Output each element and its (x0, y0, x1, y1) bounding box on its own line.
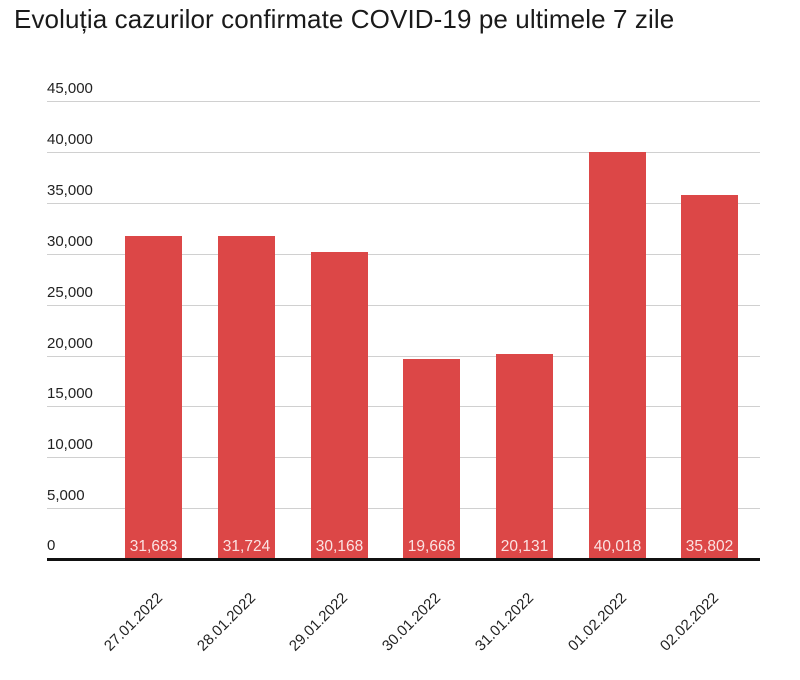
bar-value-label: 31,683 (129, 538, 178, 555)
y-tick-label: 45,000 (47, 80, 93, 97)
gridline-30000 (47, 254, 760, 255)
x-tick-label: 27.01.2022 (100, 589, 167, 655)
bar-value-label: 19,668 (407, 538, 456, 555)
y-tick-label: 10,000 (47, 436, 93, 453)
y-tick-label: 30,000 (47, 233, 93, 250)
bar-31-01-2022 (496, 354, 553, 559)
bar-27-01-2022 (125, 236, 182, 559)
y-tick-label: 40,000 (47, 131, 93, 148)
x-axis-line (47, 558, 760, 561)
gridline-25000 (47, 305, 760, 306)
bar-value-label: 20,131 (500, 538, 549, 555)
x-tick-label: 28.01.2022 (193, 589, 260, 655)
y-tick-label: 0 (47, 537, 56, 554)
gridline-40000 (47, 152, 760, 153)
y-tick-label: 20,000 (47, 335, 93, 352)
gridline-35000 (47, 203, 760, 204)
x-tick-label: 01.02.2022 (564, 589, 631, 655)
y-tick-label: 25,000 (47, 284, 93, 301)
x-tick-label: 02.02.2022 (656, 589, 723, 655)
x-tick-label: 31.01.2022 (471, 589, 538, 655)
y-tick-label: 35,000 (47, 182, 93, 199)
bar-29-01-2022 (311, 252, 368, 559)
gridline-45000 (47, 101, 760, 102)
bar-value-label: 35,802 (685, 538, 734, 555)
x-tick-label: 30.01.2022 (378, 589, 445, 655)
y-tick-label: 5,000 (47, 487, 85, 504)
bar-02-02-2022 (681, 195, 738, 559)
x-tick-label: 29.01.2022 (285, 589, 352, 655)
chart-title: Evoluția cazurilor confirmate COVID-19 p… (14, 4, 675, 34)
bar-value-label: 30,168 (315, 538, 364, 555)
bar-value-label: 31,724 (222, 538, 271, 555)
bar-01-02-2022 (589, 152, 646, 559)
gridline-20000 (47, 356, 760, 357)
bar-30-01-2022 (403, 359, 460, 559)
bar-28-01-2022 (218, 236, 275, 559)
bar-value-label: 40,018 (593, 538, 642, 555)
y-tick-label: 15,000 (47, 385, 93, 402)
